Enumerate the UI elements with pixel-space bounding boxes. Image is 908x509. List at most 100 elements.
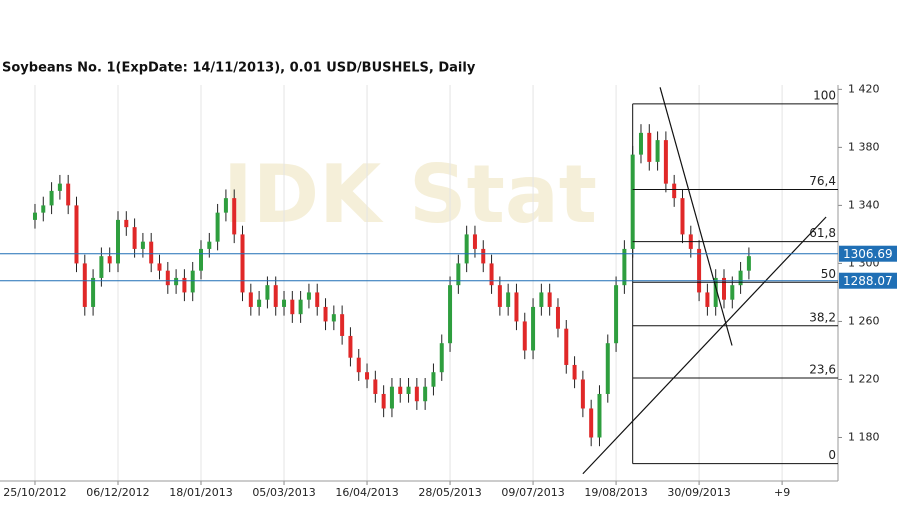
price-label: 1288.07 [843, 274, 893, 288]
candle-body [564, 328, 569, 365]
candle-body [365, 372, 370, 380]
candle-body [273, 285, 278, 307]
candle-body [622, 248, 627, 286]
x-tick-label: 30/09/2013 [667, 486, 730, 499]
candle-body [406, 386, 411, 394]
candle-body [506, 292, 511, 307]
candle-body [472, 234, 477, 249]
candle-body [115, 219, 120, 264]
candle-body [74, 205, 79, 264]
x-tick-label: 18/01/2013 [169, 486, 232, 499]
x-tick-label: 09/07/2013 [501, 486, 564, 499]
price-box [839, 245, 897, 262]
candle-body [456, 263, 461, 286]
y-tick-label: 1 220 [848, 372, 880, 385]
fib-label: 100 [813, 88, 836, 102]
y-tick-label: 1 340 [848, 198, 880, 211]
candle-body [605, 343, 610, 394]
fib-label: 50 [821, 267, 836, 281]
candle-body [315, 292, 320, 307]
candle-body [746, 256, 751, 271]
fib-label: 61,8 [809, 226, 836, 240]
candle-body [414, 386, 419, 402]
trendline [659, 87, 733, 346]
candle-body [547, 292, 552, 307]
candle-body [298, 299, 303, 315]
price-box [839, 272, 897, 289]
candle-body [614, 285, 619, 344]
candle-body [190, 270, 195, 293]
candle-body [497, 285, 502, 307]
candle-body [107, 256, 112, 264]
candle-body [381, 393, 386, 409]
candle-body [655, 140, 660, 162]
candle-body [705, 292, 710, 307]
candle-body [730, 285, 735, 300]
candle-body [572, 364, 577, 380]
fib-label: 23,6 [809, 363, 836, 377]
candle-body [282, 299, 287, 307]
candle-body [207, 241, 212, 249]
candle-body [464, 234, 469, 264]
candle-body [124, 219, 129, 228]
candle-body [439, 343, 444, 373]
candle-body [431, 372, 436, 387]
y-tick-label: 1 260 [848, 314, 880, 327]
candle-body [182, 277, 187, 293]
chart-title: Soybeans No. 1(ExpDate: 14/11/2013), 0.0… [2, 61, 476, 76]
x-tick-label: +9 [774, 486, 790, 499]
candle-body [398, 386, 403, 394]
candle-body [99, 256, 104, 278]
candle-body [257, 299, 262, 307]
candle-body [323, 306, 328, 322]
candle-body [638, 132, 643, 155]
candle-body [265, 285, 270, 300]
trendline [582, 216, 827, 475]
candle-body [248, 292, 253, 307]
candle-body [49, 190, 54, 206]
fib-label: 0 [828, 448, 836, 462]
candle-body [356, 357, 361, 373]
y-tick-label: 1 420 [848, 82, 880, 95]
candle-body [738, 270, 743, 286]
candle-body [423, 386, 428, 402]
candle-body [306, 292, 311, 300]
overlay [582, 87, 827, 475]
x-tick-label: 25/10/2012 [3, 486, 66, 499]
candle-body [448, 285, 453, 344]
x-tick-label: 05/03/2013 [252, 486, 315, 499]
candle-body [555, 306, 560, 329]
price-label: 1306.69 [843, 247, 893, 261]
candle-body [663, 140, 668, 184]
candle-body [597, 393, 602, 438]
candle-body [82, 263, 87, 307]
candle-body [140, 241, 145, 249]
candle-body [489, 263, 494, 286]
candle-body [522, 321, 527, 351]
candle-body [199, 248, 204, 271]
y-tick-label: 1 380 [848, 140, 880, 153]
watermark: IDK Stat [223, 148, 597, 241]
candle-body [373, 379, 378, 394]
candle-body [240, 234, 245, 293]
x-tick-label: 19/08/2013 [584, 486, 647, 499]
candle-body [580, 379, 585, 409]
fib-label: 38,2 [809, 310, 836, 324]
candle-body [165, 270, 170, 286]
candle-body [672, 183, 677, 199]
candle-body [157, 263, 162, 271]
candle-body [721, 277, 726, 300]
candle-body [91, 277, 96, 307]
candle-body [697, 248, 702, 293]
candle-body [215, 212, 220, 242]
candle-body [174, 277, 179, 286]
candle-body [348, 335, 353, 358]
candle-body [389, 386, 394, 409]
x-tick-label: 16/04/2013 [335, 486, 398, 499]
candle-body [232, 198, 237, 235]
candle-body [514, 292, 519, 322]
x-tick-label: 06/12/2012 [86, 486, 149, 499]
candle-body [223, 198, 228, 213]
candle-body [149, 241, 154, 264]
candle-body [531, 306, 536, 351]
